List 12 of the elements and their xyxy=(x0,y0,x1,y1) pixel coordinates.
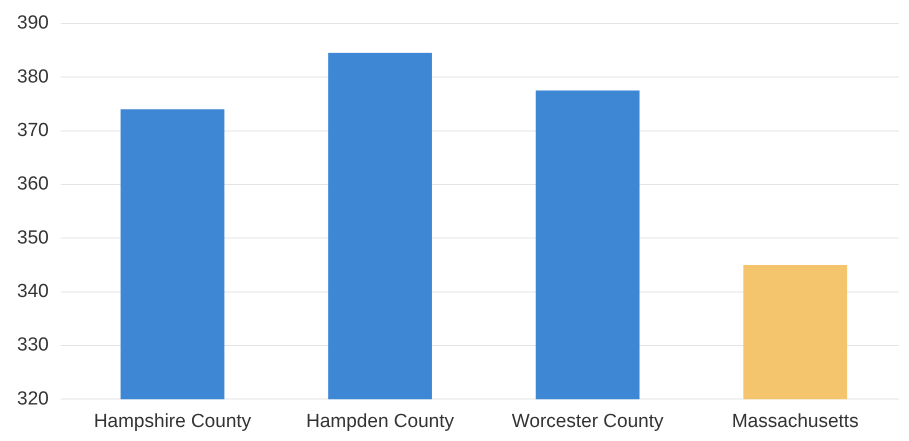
y-tick-label: 330 xyxy=(17,334,49,356)
x-tick-label: Hampden County xyxy=(306,410,454,432)
y-tick-label: 320 xyxy=(17,388,49,410)
y-tick-label: 340 xyxy=(17,281,49,302)
x-tick-label: Hampshire County xyxy=(94,410,252,432)
y-tick-label: 360 xyxy=(17,174,49,195)
y-tick-label: 350 xyxy=(17,227,49,248)
y-tick-label: 380 xyxy=(17,66,49,88)
x-tick-label: Massachusetts xyxy=(732,410,859,432)
y-tick-label: 370 xyxy=(17,120,49,142)
x-tick-label: Worcester County xyxy=(512,410,664,432)
y-tick-label: 390 xyxy=(17,12,49,34)
